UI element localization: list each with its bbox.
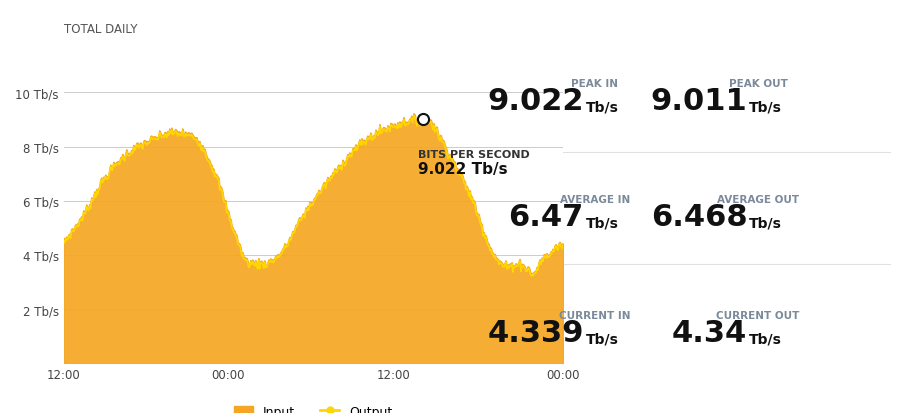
Text: AVERAGE OUT: AVERAGE OUT	[717, 195, 799, 204]
Text: PEAK OUT: PEAK OUT	[729, 79, 787, 89]
Text: 9.022: 9.022	[488, 87, 584, 116]
Text: BITS PER SECOND: BITS PER SECOND	[419, 149, 530, 159]
Text: TOTAL DAILY: TOTAL DAILY	[64, 24, 137, 36]
Text: 9.022 Tb/s: 9.022 Tb/s	[419, 161, 508, 176]
Text: 9.011: 9.011	[650, 87, 747, 116]
Text: PEAK IN: PEAK IN	[571, 79, 618, 89]
Legend: Input, Output: Input, Output	[230, 400, 397, 413]
Text: Tb/s: Tb/s	[749, 216, 782, 230]
Text: Tb/s: Tb/s	[749, 332, 782, 346]
Text: CURRENT IN: CURRENT IN	[559, 310, 630, 320]
Text: 6.47: 6.47	[508, 202, 584, 231]
Text: 4.34: 4.34	[672, 318, 747, 347]
Text: 6.468: 6.468	[651, 202, 747, 231]
Text: CURRENT OUT: CURRENT OUT	[716, 310, 800, 320]
Text: 4.339: 4.339	[488, 318, 584, 347]
Text: AVERAGE IN: AVERAGE IN	[559, 195, 630, 204]
Text: Tb/s: Tb/s	[586, 216, 618, 230]
Text: Tb/s: Tb/s	[749, 100, 782, 114]
Text: Tb/s: Tb/s	[586, 332, 618, 346]
Text: Tb/s: Tb/s	[586, 100, 618, 114]
